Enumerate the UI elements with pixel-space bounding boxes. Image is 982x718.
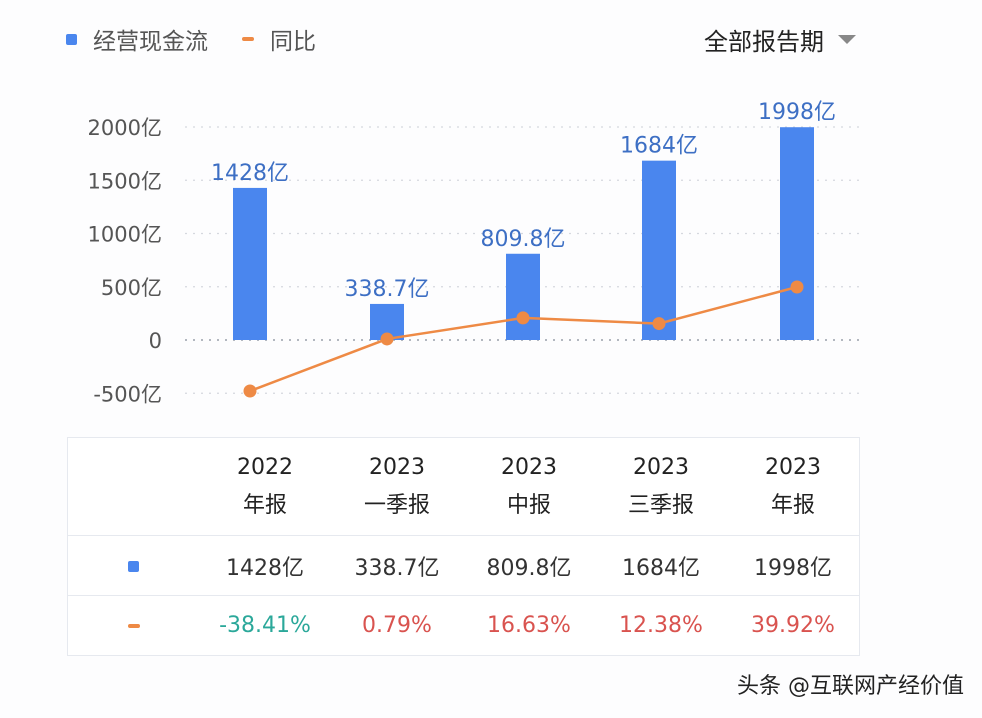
- header-year: 2023: [765, 454, 821, 480]
- yoy-point: [790, 280, 804, 294]
- table-header-row: 2022 年报 2023 一季报 2023 中报 2023 三季报 2023 年报: [68, 438, 859, 536]
- cash-flow-cell: 1684亿: [622, 555, 700, 581]
- data-table: 2022 年报 2023 一季报 2023 中报 2023 三季报 2023 年报 142…: [67, 437, 860, 656]
- yoy-cell: 39.92%: [751, 612, 835, 638]
- yoy-point: [243, 384, 257, 398]
- table-row-yoy: -38.41% 0.79% 16.63% 12.38% 39.92%: [68, 596, 859, 654]
- cash-flow-cell: 338.7亿: [354, 555, 440, 581]
- header-year: 2023: [633, 454, 689, 480]
- header-period: 年报: [242, 492, 287, 518]
- row-icon-cell: [68, 553, 199, 578]
- yoy-point: [652, 317, 666, 331]
- yoy-cell: 0.79%: [362, 612, 432, 638]
- legend-line-label: 同比: [270, 29, 316, 55]
- column-header: 2023 三季报: [595, 449, 727, 525]
- period-select[interactable]: 全部报告期: [704, 22, 856, 57]
- y-tick-label: -500亿: [93, 382, 162, 406]
- yoy-point: [380, 332, 394, 346]
- header-period: 中报: [506, 492, 551, 518]
- bar-data-label: 1998亿: [758, 100, 836, 125]
- table-row-cash-flow: 1428亿 338.7亿 809.8亿 1684亿 1998亿: [68, 536, 859, 596]
- header-period: 一季报: [363, 492, 430, 518]
- yoy-cell: 12.38%: [619, 612, 703, 638]
- bar: [233, 187, 267, 340]
- header-period: 年报: [770, 492, 815, 518]
- bar-swatch-icon: [128, 561, 139, 572]
- legend-bar-label: 经营现金流: [93, 29, 208, 55]
- header-year: 2023: [369, 454, 425, 480]
- y-tick-label: 2000亿: [88, 116, 162, 140]
- bar: [780, 127, 814, 340]
- column-header: 2023 一季报: [331, 449, 463, 525]
- line-swatch-icon: [127, 623, 140, 628]
- row-icon-cell: [68, 613, 199, 638]
- chart-plot: 2000亿 1500亿 1000亿 500亿 0 -500亿 1428亿 338.7亿 809.…: [88, 100, 860, 406]
- y-tick-label: 1500亿: [88, 169, 162, 193]
- cash-flow-cell: 1998亿: [754, 555, 832, 581]
- yoy-cell: 16.63%: [487, 612, 571, 638]
- cash-flow-cell: 1428亿: [226, 555, 304, 581]
- period-select-value: 全部报告期: [704, 28, 824, 56]
- legend-bar-swatch: [66, 33, 77, 45]
- bar: [642, 160, 676, 340]
- legend: 经营现金流 同比: [66, 22, 316, 56]
- header-year: 2022: [237, 454, 293, 480]
- yoy-cell: -38.41%: [219, 612, 311, 638]
- chevron-down-icon: [838, 35, 856, 44]
- column-header: 2023 年报: [727, 449, 859, 525]
- watermark: 头条 @互联网产经价值: [737, 674, 964, 699]
- y-tick-label: 500亿: [101, 276, 162, 300]
- bar-data-label: 1428亿: [211, 161, 289, 186]
- yoy-point: [516, 311, 530, 325]
- column-header: 2022 年报: [199, 449, 331, 525]
- bar-data-label: 338.7亿: [345, 277, 430, 302]
- bar-data-label: 1684亿: [620, 134, 698, 159]
- header-year: 2023: [501, 454, 557, 480]
- bar: [506, 253, 540, 340]
- header-period: 三季报: [627, 492, 694, 518]
- y-tick-label: 1000亿: [88, 223, 162, 247]
- legend-line-swatch: [242, 37, 254, 41]
- y-tick-label: 0: [149, 329, 162, 353]
- cash-flow-cell: 809.8亿: [486, 555, 572, 581]
- column-header: 2023 中报: [463, 449, 595, 525]
- bar-data-label: 809.8亿: [481, 227, 566, 252]
